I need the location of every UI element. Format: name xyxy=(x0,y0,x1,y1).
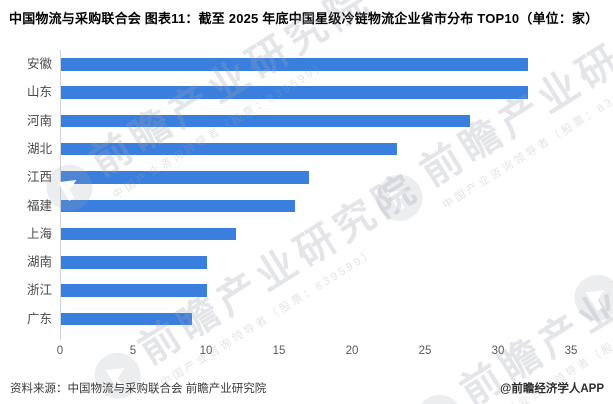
x-axis-tick-label: 20 xyxy=(345,345,359,357)
bar-4 xyxy=(61,142,397,156)
bar-10 xyxy=(61,312,193,326)
category-label: 湖北 xyxy=(26,141,52,156)
category-label: 河南 xyxy=(26,113,52,128)
bar-9 xyxy=(61,284,207,297)
category-label: 江西 xyxy=(26,170,52,185)
category-label: 安徽 xyxy=(26,57,52,71)
category-label: 浙江 xyxy=(26,283,52,298)
bar-5 xyxy=(61,171,310,184)
category-label: 湖南 xyxy=(26,255,52,270)
x-axis-tick-label: 35 xyxy=(564,345,578,357)
category-label: 广东 xyxy=(26,311,52,326)
x-axis-tick-label: 0 xyxy=(56,345,64,357)
bar-1 xyxy=(61,58,529,71)
category-label: 福建 xyxy=(26,198,52,213)
x-axis-tick-label: 5 xyxy=(129,345,137,357)
category-label: 上海 xyxy=(26,226,52,241)
bar-6 xyxy=(61,199,295,212)
bar-3 xyxy=(61,114,470,128)
bar-7 xyxy=(61,227,237,241)
bar-8 xyxy=(61,256,207,269)
chart-title: 中国物流与采购联合会 图表11：截至 2025 年底中国星级冷链物流企业省市分布… xyxy=(9,11,599,26)
x-axis-tick-label: 25 xyxy=(418,345,432,357)
x-axis-tick-label: 30 xyxy=(491,345,505,357)
x-axis-tick-label: 15 xyxy=(272,345,286,357)
bar-2 xyxy=(61,86,529,99)
x-axis-tick-label: 10 xyxy=(199,345,213,357)
brand-text: @前瞻经济学人APP xyxy=(500,383,604,395)
category-label: 山东 xyxy=(26,85,52,100)
source-text: 资料来源：中国物流与采购联合会 前瞻产业研究院 xyxy=(10,383,267,395)
footer: 资料来源：中国物流与采购联合会 前瞻产业研究院 @前瞻经济学人APP xyxy=(0,378,613,398)
